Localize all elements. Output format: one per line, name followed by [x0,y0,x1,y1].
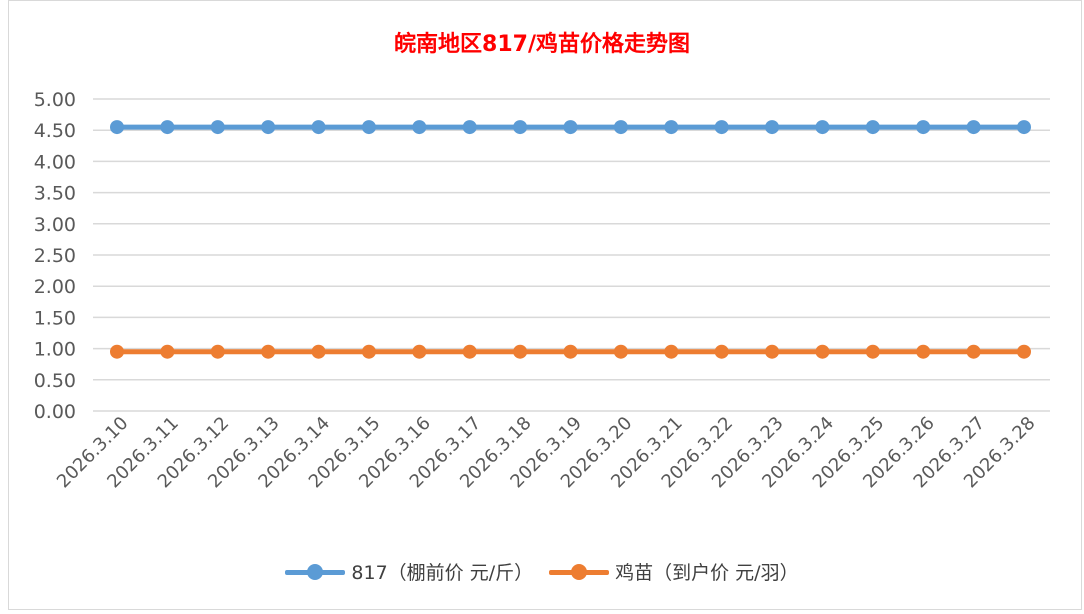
data-point [462,120,477,135]
data-point [513,120,528,135]
y-tick-label: 3.50 [34,183,76,205]
legend-label: 鸡苗（到户价 元/羽） [615,562,799,584]
data-point [261,120,276,135]
data-point [361,344,376,359]
data-point [966,344,981,359]
legend-item-817[interactable]: 817（棚前价 元/斤） [285,558,533,585]
data-point [311,120,326,135]
data-point [714,344,729,359]
data-point [563,120,578,135]
data-point [613,344,628,359]
data-point [311,344,326,359]
y-tick-label: 4.50 [34,120,76,142]
data-point [462,344,477,359]
data-point [110,120,124,135]
data-point [966,120,981,135]
data-point [513,344,528,359]
data-point [916,120,931,135]
legend-label: 817（棚前价 元/斤） [351,562,534,584]
y-tick-label: 4.00 [34,151,76,173]
data-point [412,344,427,359]
data-point [261,344,276,359]
data-point [714,120,729,135]
data-point [916,344,931,359]
legend-marker-icon [549,562,610,582]
y-tick-label: 3.00 [34,214,76,236]
y-tick-label: 2.00 [34,276,76,298]
data-point [110,344,124,359]
data-point [563,344,578,359]
data-point [815,120,830,135]
data-point [210,344,225,359]
y-tick-label: 5.00 [34,89,76,111]
legend-marker-icon [285,562,346,582]
data-point [865,120,880,135]
data-point [160,120,175,135]
data-point [765,344,780,359]
data-point [160,344,175,359]
y-tick-label: 2.50 [34,245,76,267]
y-tick-label: 0.00 [34,401,76,423]
y-tick-label: 1.00 [34,339,76,361]
y-tick-label: 1.50 [34,307,76,329]
data-point [1017,120,1031,135]
data-point [613,120,628,135]
data-point [865,344,880,359]
chart-title: 皖南地区817/鸡苗价格走势图 [394,32,690,57]
data-point [815,344,830,359]
data-point [361,120,376,135]
chart-area [8,0,1082,610]
data-point [664,344,679,359]
legend: 817（棚前价 元/斤） 鸡苗（到户价 元/羽） [0,558,1084,585]
data-point [210,120,225,135]
legend-item-chick[interactable]: 鸡苗（到户价 元/羽） [549,558,799,585]
y-tick-label: 0.50 [34,370,76,392]
data-point [1017,344,1031,359]
data-point [412,120,427,135]
data-point [765,120,780,135]
data-point [664,120,679,135]
